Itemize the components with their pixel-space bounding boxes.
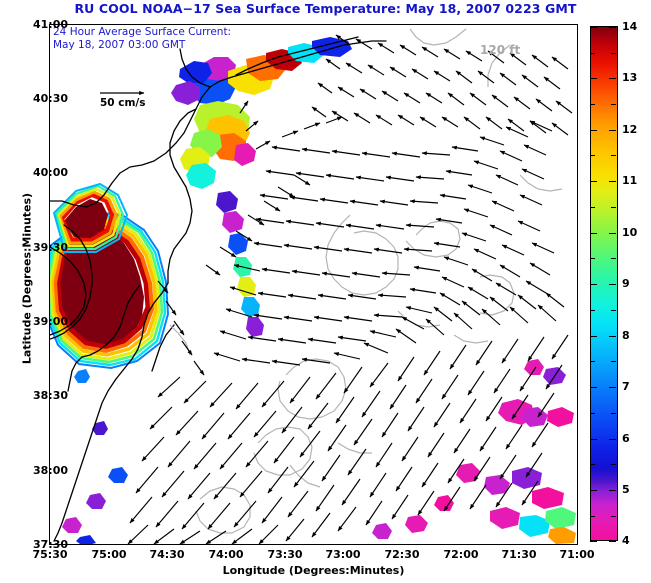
y-tick-2: 40:00 xyxy=(32,166,68,179)
y-tick-0: 41:00 xyxy=(32,18,68,31)
cb-tick-6: 6 xyxy=(622,432,630,445)
cb-tick-11: 11 xyxy=(622,174,638,187)
annotation-line-1: 24 Hour Average Surface Current: xyxy=(53,26,232,38)
cb-tick-4: 4 xyxy=(622,534,630,547)
y-tick-1: 40:30 xyxy=(32,92,68,105)
x-tick-4: 73:30 xyxy=(267,548,303,561)
map-graphics xyxy=(50,25,577,544)
map-plot-area[interactable]: 24 Hour Average Surface Current: May 18,… xyxy=(49,24,578,545)
cb-tick-14: 14 xyxy=(622,20,638,33)
x-tick-0: 75:30 xyxy=(32,548,68,561)
colorbar-gradient xyxy=(590,26,618,541)
cb-tick-13: 13 xyxy=(622,71,638,84)
y-tick-4: 39:00 xyxy=(32,315,68,328)
cb-tick-10: 10 xyxy=(622,226,638,239)
x-tick-2: 74:30 xyxy=(149,548,185,561)
y-tick-6: 38:00 xyxy=(32,464,68,477)
x-axis-label: Longitude (Degrees:Minutes) xyxy=(222,564,405,577)
x-tick-3: 74:00 xyxy=(208,548,244,561)
figure-title: RU COOL NOAA−17 Sea Surface Temperature:… xyxy=(74,1,577,16)
cb-tick-8: 8 xyxy=(622,329,630,342)
scale-arrow-label: 50 cm/s xyxy=(100,97,146,109)
cb-tick-7: 7 xyxy=(622,380,630,393)
y-tick-3: 39:30 xyxy=(32,241,68,254)
cb-tick-9: 9 xyxy=(622,277,630,290)
y-tick-7: 37:30 xyxy=(32,538,68,551)
x-tick-6: 72:30 xyxy=(384,548,420,561)
sst-raster-offshore-patches xyxy=(62,359,576,544)
x-tick-9: 71:00 xyxy=(559,548,595,561)
depth-contour-label: 120 ft xyxy=(480,43,521,57)
cb-tick-12: 12 xyxy=(622,123,638,136)
x-tick-5: 73:00 xyxy=(325,548,361,561)
current-vectors xyxy=(100,34,573,544)
x-tick-7: 72:00 xyxy=(443,548,479,561)
y-axis-label: Latitude (Degrees:Minutes) xyxy=(20,192,34,365)
current-annotation: 24 Hour Average Surface Current: May 18,… xyxy=(53,26,231,51)
annotation-line-2: May 18, 2007 03:00 GMT xyxy=(53,38,186,51)
map-canvas: 24 Hour Average Surface Current: May 18,… xyxy=(50,25,577,544)
cb-tick-5: 5 xyxy=(622,483,630,496)
x-tick-1: 75:00 xyxy=(91,548,127,561)
coastline xyxy=(50,36,387,542)
x-tick-8: 71:30 xyxy=(501,548,537,561)
y-tick-5: 38:30 xyxy=(32,389,68,402)
sst-raster-ny-bight xyxy=(171,37,352,337)
